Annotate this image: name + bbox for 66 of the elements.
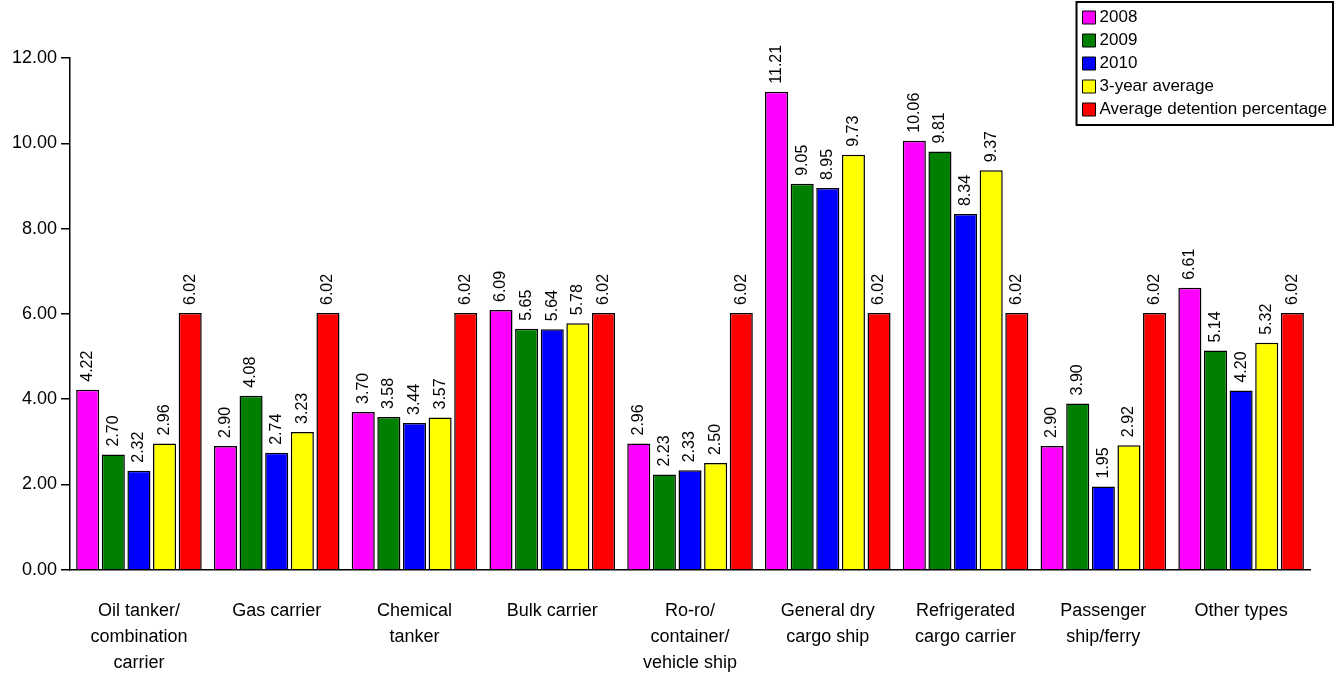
data-label: 6.02 [1282,273,1300,305]
data-label: 2.32 [129,431,147,463]
y-tick-label: 12.00 [12,46,58,67]
data-label: 2.90 [1042,406,1060,439]
data-label: 2.96 [154,404,172,436]
data-label: 5.64 [542,289,560,322]
y-tick-label: 10.00 [12,132,58,153]
data-label: 9.81 [930,112,948,144]
data-label: 2.33 [680,431,698,463]
data-label: 3.44 [404,383,422,416]
data-label: 6.02 [593,273,611,305]
y-tick-label: 6.00 [22,302,58,323]
data-label: 11.21 [766,44,784,84]
legend-label: 2008 [1099,7,1138,27]
data-label: 2.50 [706,423,724,456]
data-label: 10.06 [904,92,922,133]
x-tick-label: Bulk carrier [506,599,598,620]
data-label: 6.02 [1145,273,1162,305]
data-label: 8.95 [818,148,836,181]
data-label: 5.65 [517,289,535,321]
data-label: 6.09 [491,270,509,303]
x-tick-label: Gas carrier [232,599,322,620]
data-label: 6.02 [180,273,198,305]
data-label: 5.78 [568,283,586,316]
data-label: 6.02 [1007,273,1025,305]
x-tick-label: Refrigerated cargo carrier [915,599,1017,646]
data-label: 2.92 [1119,405,1137,438]
data-label: 4.20 [1231,351,1249,383]
data-label: 6.61 [1180,248,1198,280]
data-label: 2.90 [215,406,233,439]
data-label: 6.02 [456,273,474,305]
data-label: 5.32 [1257,303,1275,335]
x-tick-label: Oil tanker/ combination carrier [90,599,188,672]
y-tick-label: 2.00 [22,473,58,494]
data-label: 6.02 [731,273,749,305]
legend-label: Average detention percentage [1099,99,1328,119]
data-label: 3.90 [1068,364,1086,396]
data-label: 9.37 [981,130,999,163]
data-label: 6.02 [318,273,336,305]
data-label: 3.57 [430,378,448,410]
data-label: 8.34 [955,174,973,207]
data-label: 3.70 [353,372,371,404]
legend-label: 2009 [1099,30,1138,50]
y-tick-label: 8.00 [22,217,58,238]
data-label: 9.05 [792,144,810,176]
y-tick-label: 0.00 [22,558,58,579]
x-tick-label: Passenger ship/ferry [1060,599,1147,646]
data-label: 2.70 [103,415,121,447]
legend-label: 2010 [1099,53,1138,73]
data-label: 2.74 [267,413,285,445]
legend-label: 3-year average [1099,76,1214,96]
x-tick-label: General dry cargo ship [780,599,875,646]
data-label: 1.95 [1093,447,1111,479]
data-label: 3.23 [292,392,310,424]
x-tick-label: Ro-ro/ container/ vehicle ship [642,599,738,672]
y-tick-label: 4.00 [22,388,58,409]
data-label: 2.23 [654,435,672,467]
data-label: 4.22 [78,350,96,382]
data-label: 9.73 [843,115,861,147]
data-label: 3.58 [379,377,397,410]
data-label: 4.08 [241,356,259,388]
data-label: 6.02 [869,273,887,305]
data-label: 2.96 [629,404,647,436]
data-label: 5.14 [1205,311,1223,343]
x-tick-label: Chemical tanker [376,599,452,646]
x-tick-label: Other types [1194,599,1288,620]
